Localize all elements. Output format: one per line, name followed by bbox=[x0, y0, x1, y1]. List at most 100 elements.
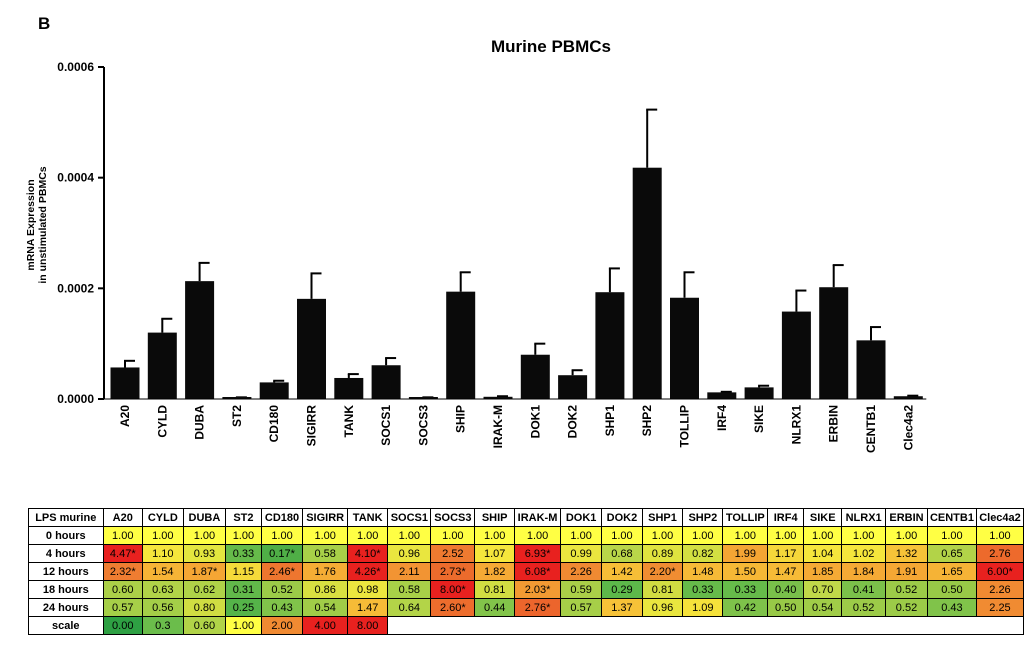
bar-chart: Murine PBMCs mRNA Expression in unstimula… bbox=[25, 37, 927, 453]
table-column-header: IRF4 bbox=[767, 508, 805, 527]
y-tick-label: 0.0002 bbox=[57, 281, 94, 295]
table-cell: 0.86 bbox=[302, 580, 348, 599]
bar-duba bbox=[185, 281, 215, 399]
table-cell: 2.76 bbox=[975, 544, 1024, 563]
table-cell: 1.00 bbox=[182, 526, 227, 545]
table-cell: 0.40 bbox=[767, 580, 805, 599]
x-tick-label: TANK bbox=[342, 405, 356, 438]
table-cell: 1.00 bbox=[513, 526, 562, 545]
table-row-label: 24 hours bbox=[28, 598, 104, 617]
table-row: 0 hours 1.00 1.00 1.00 1.00 1.00 1.00 1.00 1.00 1… bbox=[28, 526, 1024, 545]
table-cell: 0.44 bbox=[474, 598, 515, 617]
table-cell: 2.26 bbox=[560, 562, 603, 581]
x-tick-label: SOCS1 bbox=[379, 405, 393, 446]
table-column-header: NLRX1 bbox=[841, 508, 887, 527]
table-cell: 1.00 bbox=[225, 526, 262, 545]
table-cell: 1.99 bbox=[722, 544, 769, 563]
table-cell: 0.33 bbox=[225, 544, 262, 563]
table-cell: 0.96 bbox=[641, 598, 684, 617]
bar-socs1 bbox=[371, 365, 401, 399]
table-cell: 4.00 bbox=[302, 616, 348, 635]
table-cell: 0.50 bbox=[767, 598, 805, 617]
table-cell: 0.52 bbox=[885, 598, 928, 617]
bar-cyld bbox=[147, 332, 177, 399]
y-tick-label: 0.0004 bbox=[57, 171, 94, 185]
table-cell: 0.58 bbox=[387, 580, 432, 599]
table-cell: 6.93* bbox=[513, 544, 562, 563]
table-row-label: 0 hours bbox=[28, 526, 104, 545]
table-cell: 1.04 bbox=[803, 544, 843, 563]
table-cell: 1.42 bbox=[601, 562, 643, 581]
bar-dok1 bbox=[520, 354, 550, 399]
table-cell: 1.00 bbox=[641, 526, 684, 545]
table-cell: 0.50 bbox=[926, 580, 977, 599]
table-row-label: 4 hours bbox=[28, 544, 104, 563]
table-cell: 4.47* bbox=[102, 544, 143, 563]
table-cell: 2.11 bbox=[387, 562, 432, 581]
x-tick-label: DOK1 bbox=[528, 405, 542, 439]
bar-dok2 bbox=[558, 375, 588, 399]
x-tick-label: NLRX1 bbox=[789, 405, 803, 445]
table-cell: 1.17 bbox=[767, 544, 805, 563]
bar-irf4 bbox=[707, 392, 737, 399]
table-cell: 0.64 bbox=[387, 598, 432, 617]
table-cell: 1.00 bbox=[387, 526, 432, 545]
x-tick-label: CD180 bbox=[267, 405, 281, 443]
table-cell: 0.43 bbox=[926, 598, 977, 617]
x-tick-label: Clec4a2 bbox=[901, 405, 915, 451]
table-column-header: SOCS3 bbox=[430, 508, 476, 527]
x-tick-labels: A20 CYLD DUBA ST2 CD180 SIGIRR TANK SOCS1 SOCS3 S… bbox=[118, 405, 915, 453]
table-cell: 0.33 bbox=[722, 580, 769, 599]
table-cell: 1.82 bbox=[474, 562, 515, 581]
table-cell: 0.58 bbox=[302, 544, 348, 563]
table-cell: 1.00 bbox=[474, 526, 515, 545]
x-tick-label: IRAK-M bbox=[491, 405, 505, 448]
table-column-header: ERBIN bbox=[885, 508, 928, 527]
x-tick-label: SHIP bbox=[454, 405, 468, 433]
table-cell: 0.00 bbox=[102, 616, 143, 635]
table-cell: 0.82 bbox=[682, 544, 724, 563]
table-cell: 1.02 bbox=[841, 544, 887, 563]
table-column-header: TOLLIP bbox=[722, 508, 769, 527]
chart-title: Murine PBMCs bbox=[491, 37, 611, 56]
x-tick-label: CYLD bbox=[155, 405, 169, 438]
y-axis-label-line: in unstimulated PBMCs bbox=[37, 166, 49, 283]
table-cell: 2.52 bbox=[430, 544, 476, 563]
table-row: 12 hours 2.32* 1.54 1.87* 1.15 2.46* 1.76 4.26*… bbox=[28, 562, 1024, 581]
table-cell: 0.52 bbox=[841, 598, 887, 617]
x-tick-label: DOK2 bbox=[566, 405, 580, 439]
table-cell: 1.50 bbox=[722, 562, 769, 581]
table-cell: 2.20* bbox=[641, 562, 684, 581]
table-cell: 0.60 bbox=[182, 616, 227, 635]
bar-a20 bbox=[110, 367, 140, 399]
table-cell: 1.87* bbox=[182, 562, 227, 581]
table-cell: 1.00 bbox=[260, 526, 304, 545]
table-cell: 2.00 bbox=[260, 616, 304, 635]
table-cell: 1.00 bbox=[346, 526, 389, 545]
table-cell: 0.52 bbox=[260, 580, 304, 599]
table-column-header: TANK bbox=[346, 508, 389, 527]
table-cell: 2.03* bbox=[513, 580, 562, 599]
table-row: 4 hours 4.47* 1.10 0.93 0.33 0.17* 0.58 4.10* 0.… bbox=[28, 544, 1024, 563]
bar-socs3 bbox=[408, 397, 438, 399]
bar-clec4a2 bbox=[893, 396, 923, 399]
table-cell: 1.54 bbox=[141, 562, 184, 581]
table-column-header: CD180 bbox=[260, 508, 304, 527]
table-cell: 0.52 bbox=[885, 580, 928, 599]
table-row-label: 18 hours bbox=[28, 580, 104, 599]
x-tick-label: SHP2 bbox=[640, 405, 654, 437]
table-cell: 0.60 bbox=[102, 580, 143, 599]
table-cell: 0.68 bbox=[601, 544, 643, 563]
table-column-header: IRAK-M bbox=[513, 508, 562, 527]
table-corner-label: LPS murine bbox=[28, 508, 104, 527]
table-column-header: CYLD bbox=[141, 508, 184, 527]
table-column-header: DOK2 bbox=[601, 508, 643, 527]
table-column-header: SHP1 bbox=[641, 508, 684, 527]
table-cell: 2.76* bbox=[513, 598, 562, 617]
table-row-label: scale bbox=[28, 616, 104, 635]
table-cell: 1.00 bbox=[682, 526, 724, 545]
table-cell: 1.00 bbox=[767, 526, 805, 545]
table-cell: 0.65 bbox=[926, 544, 977, 563]
table-cell: 0.54 bbox=[302, 598, 348, 617]
table-cell: 4.26* bbox=[346, 562, 389, 581]
